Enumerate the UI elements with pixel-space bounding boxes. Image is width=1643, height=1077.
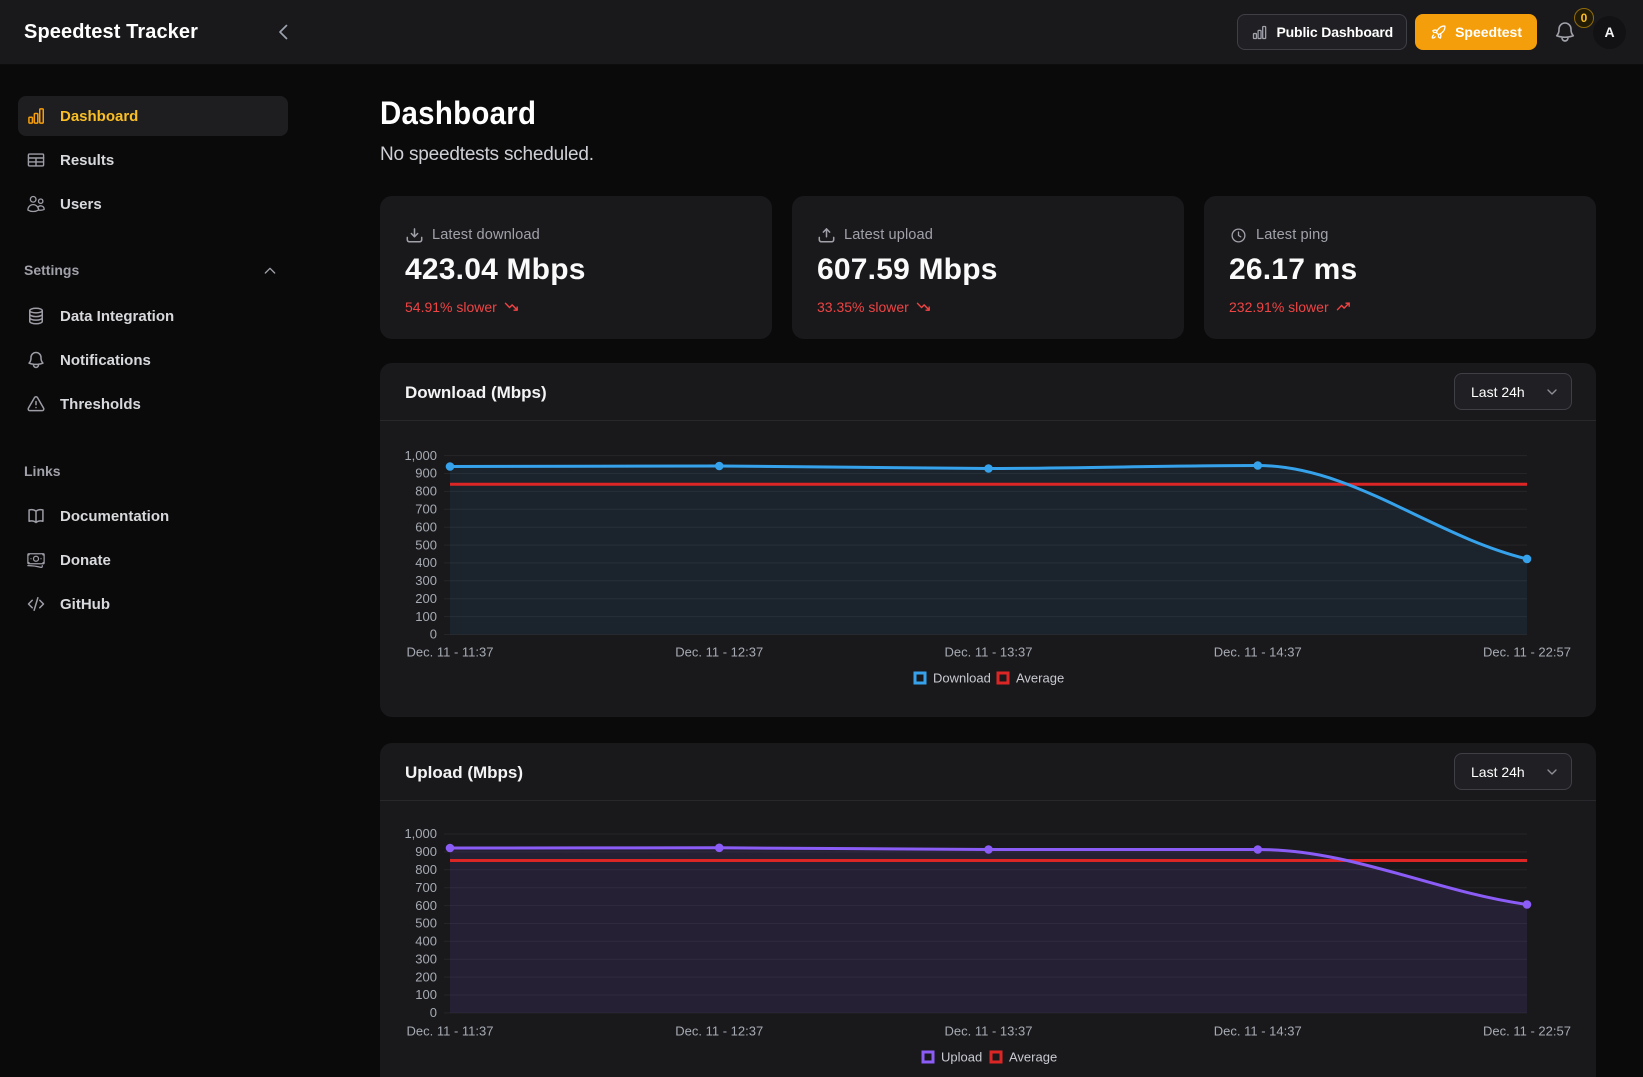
svg-text:Dec. 11 - 13:37: Dec. 11 - 13:37: [945, 1024, 1033, 1039]
svg-text:300: 300: [415, 573, 437, 588]
svg-text:700: 700: [415, 502, 437, 517]
svg-text:500: 500: [415, 537, 437, 552]
svg-text:200: 200: [415, 969, 437, 984]
svg-text:400: 400: [415, 934, 437, 949]
svg-text:Dec. 11 - 14:37: Dec. 11 - 14:37: [1214, 645, 1302, 660]
svg-text:500: 500: [415, 916, 437, 931]
svg-text:600: 600: [415, 898, 437, 913]
svg-text:800: 800: [415, 862, 437, 877]
svg-text:Download: Download: [933, 671, 991, 686]
svg-text:1,000: 1,000: [404, 448, 437, 463]
svg-text:100: 100: [415, 987, 437, 1002]
svg-text:900: 900: [415, 466, 437, 481]
svg-text:200: 200: [415, 591, 437, 606]
svg-text:Dec. 11 - 11:37: Dec. 11 - 11:37: [407, 1024, 494, 1039]
svg-text:0: 0: [430, 1005, 437, 1020]
svg-text:Dec. 11 - 14:37: Dec. 11 - 14:37: [1214, 1024, 1302, 1039]
svg-text:900: 900: [415, 844, 437, 859]
svg-text:Dec. 11 - 22:57: Dec. 11 - 22:57: [1483, 645, 1571, 660]
svg-text:1,000: 1,000: [404, 826, 437, 841]
svg-text:Dec. 11 - 13:37: Dec. 11 - 13:37: [945, 645, 1033, 660]
svg-text:300: 300: [415, 951, 437, 966]
svg-text:400: 400: [415, 555, 437, 570]
svg-text:Dec. 11 - 12:37: Dec. 11 - 12:37: [675, 1024, 763, 1039]
svg-text:700: 700: [415, 880, 437, 895]
svg-text:600: 600: [415, 519, 437, 534]
svg-text:Dec. 11 - 11:37: Dec. 11 - 11:37: [407, 645, 494, 660]
svg-text:0: 0: [430, 627, 437, 642]
svg-text:100: 100: [415, 609, 437, 624]
svg-text:Average: Average: [1009, 1050, 1057, 1065]
svg-text:Average: Average: [1016, 671, 1064, 686]
svg-text:Dec. 11 - 12:37: Dec. 11 - 12:37: [675, 645, 763, 660]
svg-text:Dec. 11 - 22:57: Dec. 11 - 22:57: [1483, 1024, 1571, 1039]
svg-text:800: 800: [415, 484, 437, 499]
svg-text:Upload: Upload: [941, 1050, 982, 1065]
